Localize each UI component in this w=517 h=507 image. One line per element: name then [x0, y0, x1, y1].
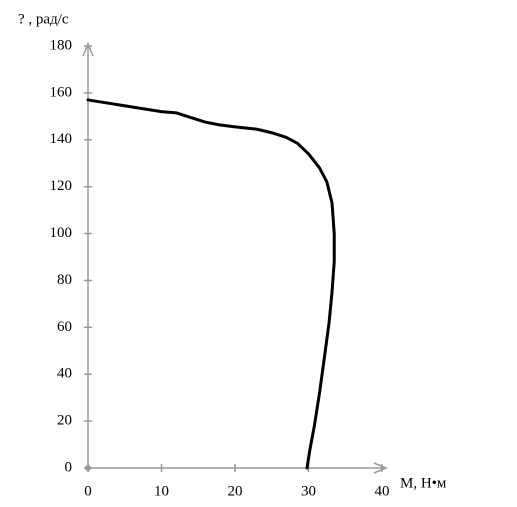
x-tick-label: 20	[228, 483, 243, 499]
x-tick-label: 30	[301, 483, 316, 499]
line-series	[86, 98, 336, 470]
y-tick-label: 160	[50, 84, 73, 100]
y-axis-label: ? , рад/с	[18, 11, 69, 27]
y-tick-label: 100	[50, 225, 73, 241]
x-tick-label: 0	[84, 483, 92, 499]
x-axis-arrow	[373, 462, 388, 474]
y-tick-label: 80	[57, 272, 72, 288]
y-tick-label: 40	[57, 366, 72, 382]
y-tick-label: 0	[65, 459, 73, 475]
x-tick-label: 40	[375, 483, 390, 499]
y-tick-label: 120	[50, 178, 73, 194]
y-axis-arrow	[82, 42, 94, 57]
x-tick-label: 10	[154, 483, 169, 499]
x-axis-label: М, Н•м	[400, 475, 447, 491]
y-tick-label: 20	[57, 413, 72, 429]
y-tick-label: 60	[57, 319, 72, 335]
y-tick-label: 180	[50, 37, 73, 53]
y-tick-label: 140	[50, 131, 73, 147]
